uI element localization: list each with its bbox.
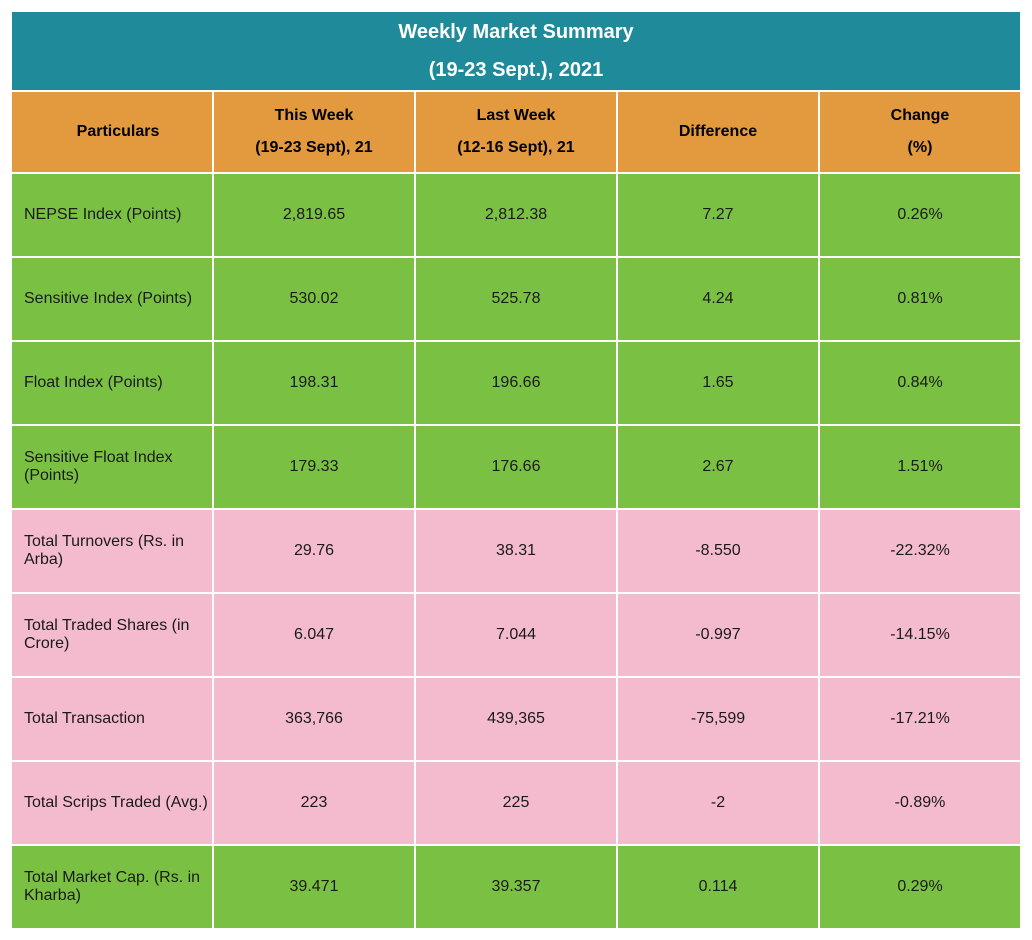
cell-lastweek: 7.044 — [415, 593, 617, 677]
cell-thisweek: 29.76 — [213, 509, 415, 593]
cell-change: 0.29% — [819, 845, 1021, 929]
cell-lastweek: 38.31 — [415, 509, 617, 593]
table-header-row: Particulars This Week (19-23 Sept), 21 L… — [11, 91, 1021, 173]
table-row: Sensitive Float Index (Points)179.33176.… — [11, 425, 1021, 509]
cell-difference: 7.27 — [617, 173, 819, 257]
cell-particulars: Sensitive Float Index (Points) — [11, 425, 213, 509]
cell-thisweek: 39.471 — [213, 845, 415, 929]
cell-thisweek: 179.33 — [213, 425, 415, 509]
cell-particulars: Sensitive Index (Points) — [11, 257, 213, 341]
cell-thisweek: 530.02 — [213, 257, 415, 341]
table-row: Total Market Cap. (Rs. in Kharba)39.4713… — [11, 845, 1021, 929]
cell-particulars: Total Market Cap. (Rs. in Kharba) — [11, 845, 213, 929]
table-row: Total Transaction363,766439,365-75,599-1… — [11, 677, 1021, 761]
title-line1: Weekly Market Summary — [398, 21, 633, 43]
cell-particulars: Total Scrips Traded (Avg.) — [11, 761, 213, 845]
header-thisweek-line1: This Week — [275, 107, 354, 124]
cell-difference: 2.67 — [617, 425, 819, 509]
header-thisweek: This Week (19-23 Sept), 21 — [213, 91, 415, 173]
table-row: Total Scrips Traded (Avg.)223225-2-0.89% — [11, 761, 1021, 845]
cell-lastweek: 176.66 — [415, 425, 617, 509]
header-thisweek-line2: (19-23 Sept), 21 — [255, 139, 372, 156]
table-row: Total Turnovers (Rs. in Arba)29.7638.31-… — [11, 509, 1021, 593]
cell-lastweek: 196.66 — [415, 341, 617, 425]
cell-thisweek: 363,766 — [213, 677, 415, 761]
cell-particulars: NEPSE Index (Points) — [11, 173, 213, 257]
cell-lastweek: 525.78 — [415, 257, 617, 341]
cell-lastweek: 2,812.38 — [415, 173, 617, 257]
cell-lastweek: 439,365 — [415, 677, 617, 761]
cell-particulars: Total Turnovers (Rs. in Arba) — [11, 509, 213, 593]
header-lastweek-line1: Last Week — [477, 107, 556, 124]
header-change: Change (%) — [819, 91, 1021, 173]
header-particulars: Particulars — [11, 91, 213, 173]
cell-difference: 4.24 — [617, 257, 819, 341]
table-row: NEPSE Index (Points)2,819.652,812.387.27… — [11, 173, 1021, 257]
header-lastweek-line2: (12-16 Sept), 21 — [457, 139, 574, 156]
cell-thisweek: 198.31 — [213, 341, 415, 425]
cell-difference: -75,599 — [617, 677, 819, 761]
header-change-line2: (%) — [908, 139, 933, 156]
cell-difference: -0.997 — [617, 593, 819, 677]
cell-change: -22.32% — [819, 509, 1021, 593]
header-lastweek: Last Week (12-16 Sept), 21 — [415, 91, 617, 173]
cell-difference: -2 — [617, 761, 819, 845]
table-row: Total Traded Shares (in Crore)6.0477.044… — [11, 593, 1021, 677]
cell-change: 0.84% — [819, 341, 1021, 425]
cell-particulars: Float Index (Points) — [11, 341, 213, 425]
cell-lastweek: 225 — [415, 761, 617, 845]
cell-thisweek: 6.047 — [213, 593, 415, 677]
cell-change: 0.26% — [819, 173, 1021, 257]
cell-lastweek: 39.357 — [415, 845, 617, 929]
cell-change: -14.15% — [819, 593, 1021, 677]
cell-difference: 0.114 — [617, 845, 819, 929]
table-row: Float Index (Points)198.31196.661.650.84… — [11, 341, 1021, 425]
title-line2: (19-23 Sept.), 2021 — [429, 59, 604, 81]
cell-thisweek: 2,819.65 — [213, 173, 415, 257]
cell-difference: 1.65 — [617, 341, 819, 425]
header-difference: Difference — [617, 91, 819, 173]
cell-change: -17.21% — [819, 677, 1021, 761]
header-change-line1: Change — [891, 107, 950, 124]
cell-difference: -8.550 — [617, 509, 819, 593]
cell-change: 1.51% — [819, 425, 1021, 509]
market-summary-table: Weekly Market Summary (19-23 Sept.), 202… — [10, 10, 1022, 930]
cell-thisweek: 223 — [213, 761, 415, 845]
table-title: Weekly Market Summary (19-23 Sept.), 202… — [11, 11, 1021, 91]
table-row: Sensitive Index (Points)530.02525.784.24… — [11, 257, 1021, 341]
cell-change: -0.89% — [819, 761, 1021, 845]
cell-particulars: Total Transaction — [11, 677, 213, 761]
cell-change: 0.81% — [819, 257, 1021, 341]
cell-particulars: Total Traded Shares (in Crore) — [11, 593, 213, 677]
